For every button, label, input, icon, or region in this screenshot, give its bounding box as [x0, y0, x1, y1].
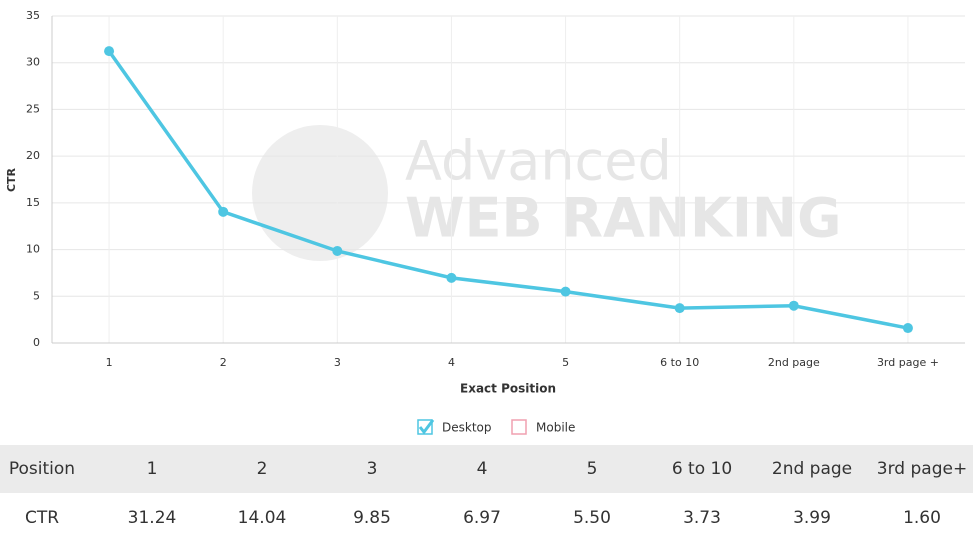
- table-header-cell: 2nd page: [772, 459, 852, 479]
- point: [560, 286, 571, 297]
- point: [218, 206, 229, 217]
- legend-label: Mobile: [536, 421, 575, 435]
- table-header-cell: 1: [147, 459, 158, 479]
- x-tick-label: 4: [448, 356, 455, 369]
- point: [332, 245, 343, 256]
- table-cell: 14.04: [238, 508, 287, 528]
- table-cell: 3.73: [683, 508, 721, 528]
- table-cell: 31.24: [128, 508, 177, 528]
- x-tick-label: 1: [106, 356, 113, 369]
- point: [788, 300, 799, 311]
- y-tick-label: 0: [33, 336, 40, 349]
- line: [107, 50, 909, 330]
- legend-check: [418, 419, 435, 435]
- watermark: Advanced: [405, 130, 672, 193]
- point: [674, 303, 685, 314]
- table-cell: 5.50: [573, 508, 611, 528]
- y-tick-label: 25: [26, 102, 40, 115]
- x-axis-label: Exact Position: [460, 382, 556, 396]
- y-axis-label: CTR: [5, 167, 18, 192]
- x-tick-label: 5: [562, 356, 569, 369]
- x-tick-label: 2: [220, 356, 227, 369]
- table-header-cell: 4: [477, 459, 488, 479]
- table-header-cell: 3: [367, 459, 378, 479]
- y-tick-label: 10: [26, 243, 40, 256]
- watermark-globe: [252, 125, 388, 261]
- table-row-label: CTR: [25, 508, 59, 528]
- legend-checkbox[interactable]: [511, 419, 527, 435]
- y-tick-label: 20: [26, 149, 40, 162]
- table-header-cell: 3rd page+: [877, 459, 967, 479]
- table-header-cell: Position: [9, 459, 75, 479]
- table-cell: 3.99: [793, 508, 831, 528]
- point: [104, 46, 115, 57]
- point: [902, 323, 913, 334]
- x-tick-label: 2nd page: [768, 356, 820, 369]
- y-tick-label: 15: [26, 196, 40, 209]
- y-tick-label: 35: [26, 9, 40, 22]
- table-header-cell: 2: [257, 459, 268, 479]
- table-header-cell: 6 to 10: [672, 459, 732, 479]
- legend-label: Desktop: [442, 421, 492, 435]
- x-tick-label: 3rd page +: [877, 356, 939, 369]
- point: [446, 272, 457, 283]
- table-cell: 1.60: [903, 508, 941, 528]
- table-header-bg: [0, 445, 973, 493]
- table-header-cell: 5: [587, 459, 598, 479]
- table-cell: 9.85: [353, 508, 391, 528]
- watermark: WEB RANKING: [405, 187, 841, 250]
- table-cell: 6.97: [463, 508, 501, 528]
- x-tick-label: 3: [334, 356, 341, 369]
- y-tick-label: 5: [33, 289, 40, 302]
- y-tick-label: 30: [26, 56, 40, 69]
- x-tick-label: 6 to 10: [660, 356, 699, 369]
